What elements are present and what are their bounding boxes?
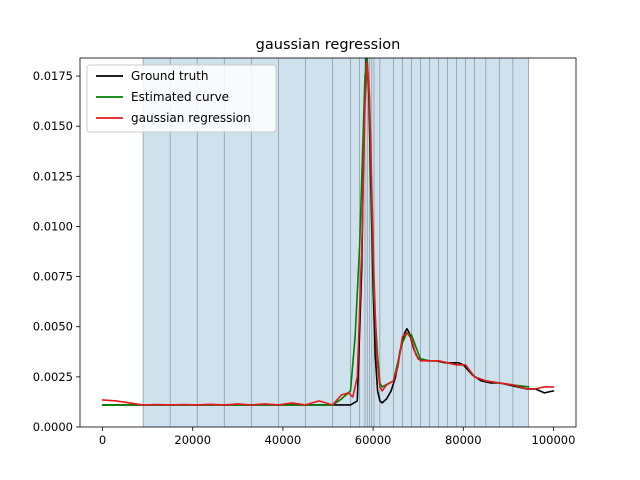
y-tick-label: 0.0100 (33, 219, 73, 233)
y-tick-label: 0.0150 (33, 119, 73, 133)
x-tick-label: 100000 (532, 433, 576, 447)
y-tick-label: 0.0000 (33, 420, 73, 434)
y-tick-label: 0.0050 (33, 320, 73, 334)
y-tick-label: 0.0075 (33, 270, 73, 284)
legend-label: gaussian regression (131, 111, 251, 125)
legend-label: Estimated curve (131, 90, 229, 104)
x-tick-label: 40000 (265, 433, 302, 447)
x-tick-label: 0 (99, 433, 106, 447)
y-tick-label: 0.0125 (33, 169, 73, 183)
chart-title: gaussian regression (256, 37, 401, 53)
plot-frame (79, 57, 577, 428)
x-tick-label: 20000 (174, 433, 211, 447)
y-tick-label: 0.0175 (33, 69, 73, 83)
series-line-3 (101, 61, 555, 406)
x-tick-label: 80000 (445, 433, 482, 447)
legend-box (86, 64, 277, 133)
x-tick-label: 60000 (355, 433, 392, 447)
legend-label: Ground truth (131, 69, 209, 83)
y-tick-label: 0.0025 (33, 370, 73, 384)
